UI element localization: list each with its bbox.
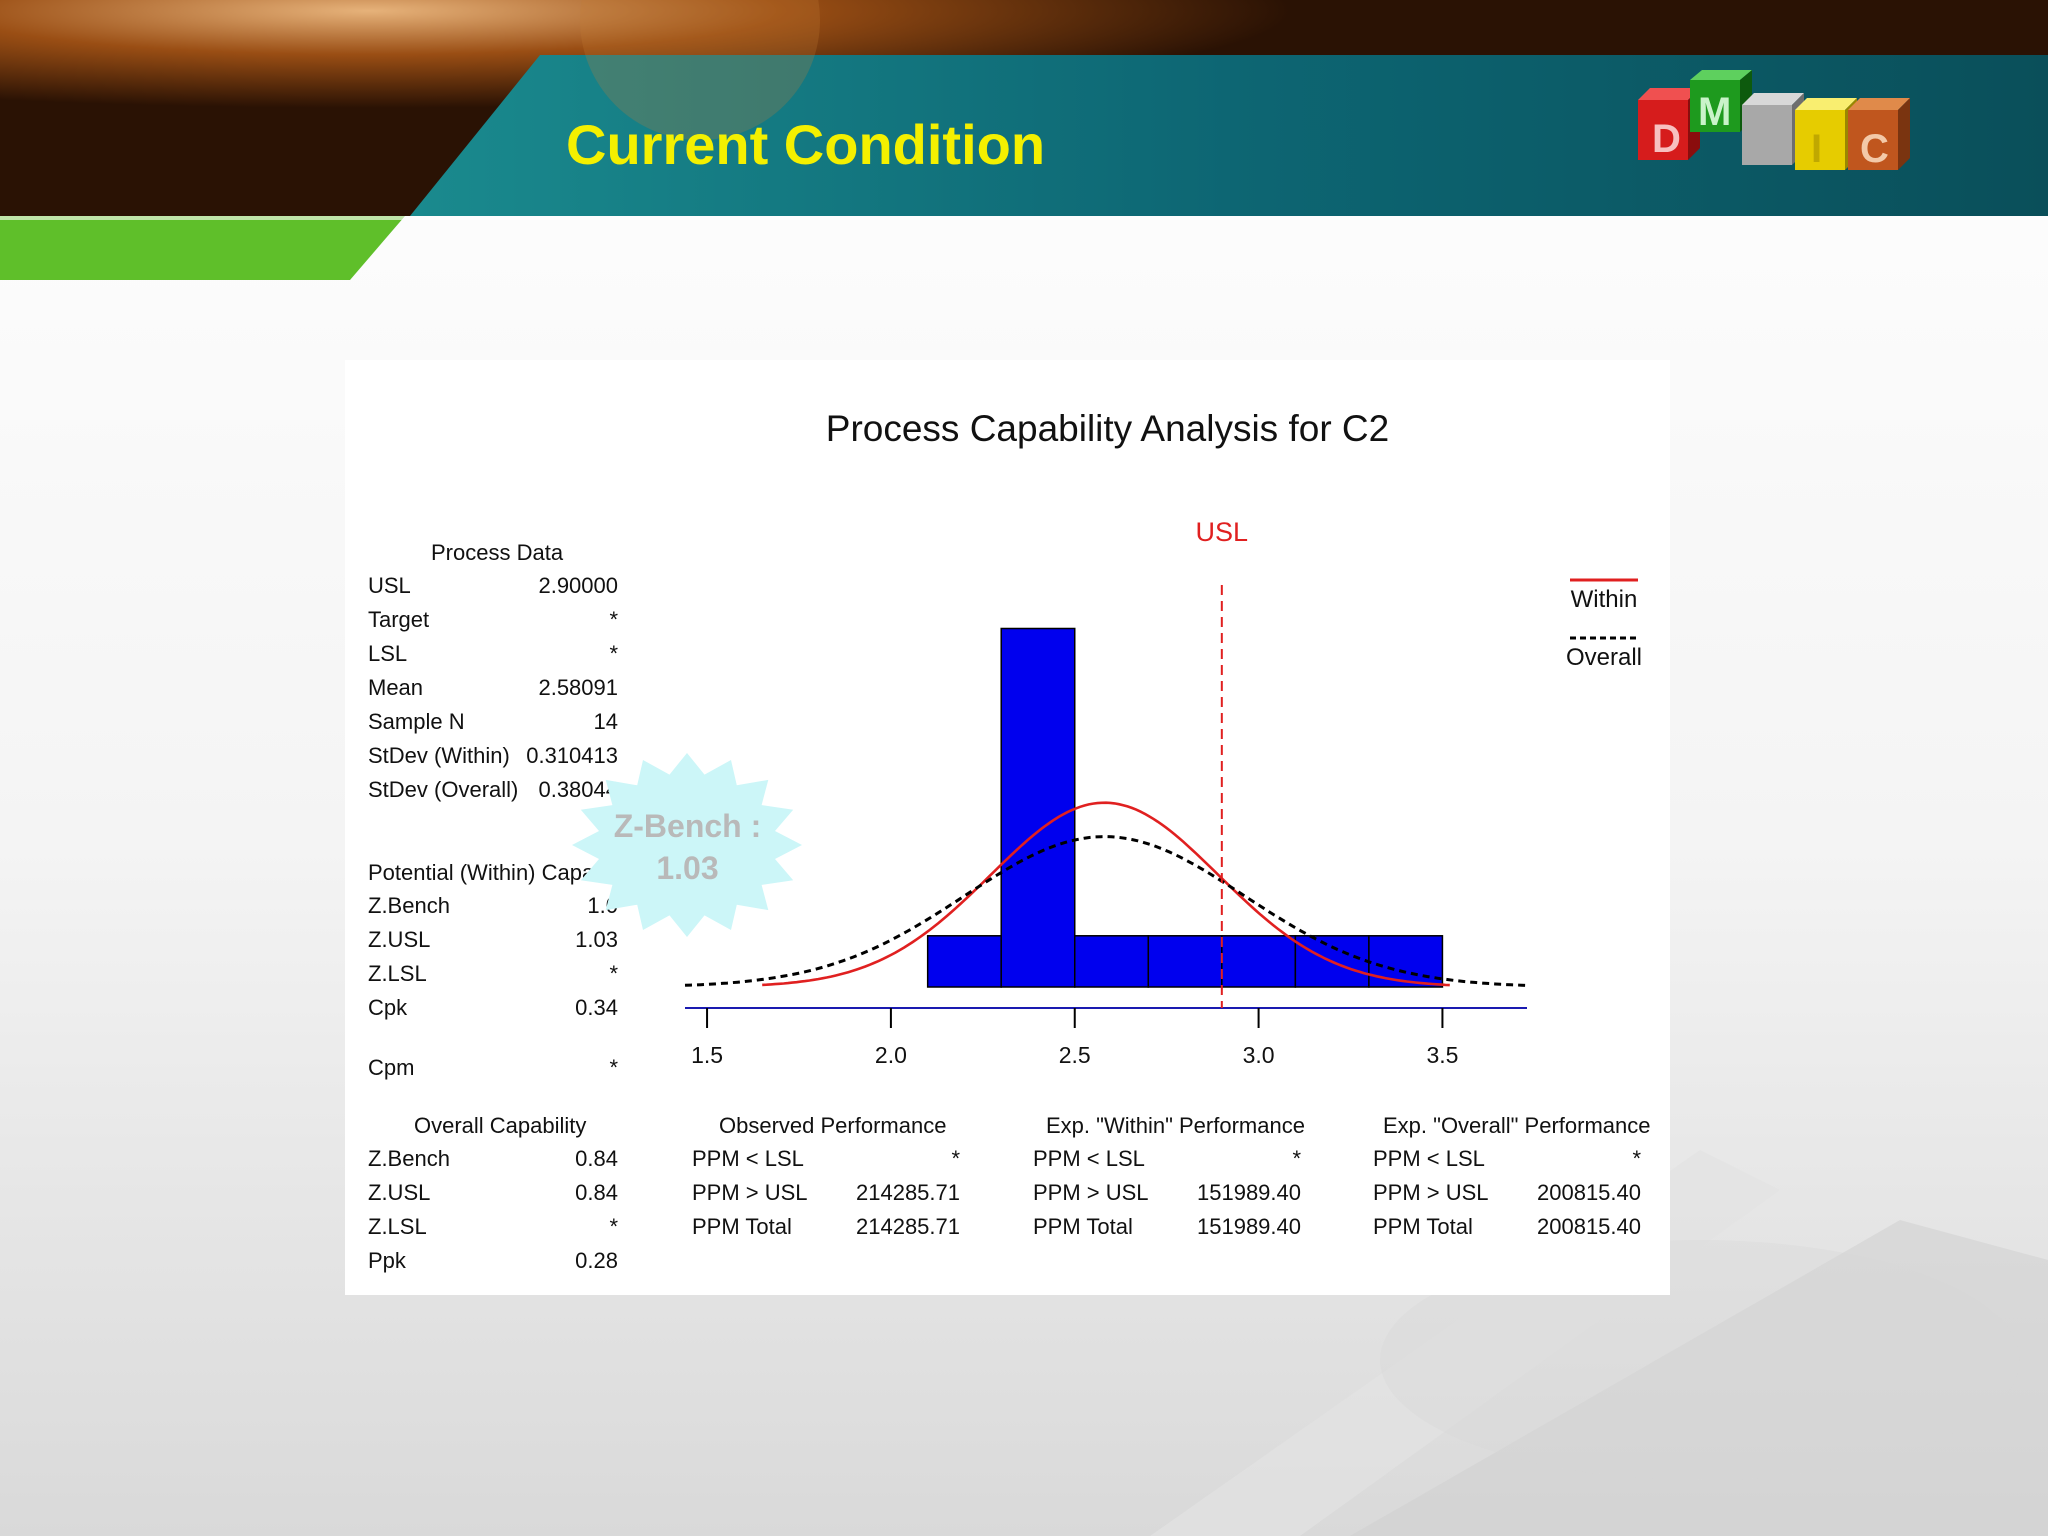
process_data-value: 14 xyxy=(593,709,618,734)
zbench-callout-line1: Z-Bench : xyxy=(613,808,762,844)
logo-letter-i: I xyxy=(1811,127,1822,171)
exp_overall_performance-row: PPM < LSL * xyxy=(1373,1146,1641,1174)
process_data-row: LSL * xyxy=(368,641,618,669)
observed_performance-row: PPM Total 214285.71 xyxy=(692,1214,960,1242)
process_data-row: USL 2.90000 xyxy=(368,573,618,601)
cube-c: C xyxy=(1848,98,1910,171)
exp_overall_performance-row: PPM > USL 200815.40 xyxy=(1373,1180,1641,1208)
burst-shape xyxy=(572,753,802,937)
process_data-label: LSL xyxy=(368,641,408,666)
exp_overall_performance-label: PPM > USL xyxy=(1373,1180,1489,1205)
overall_capability-label: Z.USL xyxy=(368,1180,431,1205)
process_data-label: StDev (Within) xyxy=(368,743,510,768)
process_data-value: * xyxy=(609,641,618,666)
observed_performance-row: PPM < LSL * xyxy=(692,1146,960,1174)
exp-overall-performance-header: Exp. "Overall" Performance xyxy=(1383,1113,1651,1138)
logo-letter-m: M xyxy=(1698,90,1731,134)
overall_capability-value: 0.84 xyxy=(575,1180,618,1205)
exp_within_performance-row: PPM Total 151989.40 xyxy=(1033,1214,1301,1242)
process_data-value: 2.58091 xyxy=(538,675,618,700)
exp_within_performance-label: PPM > USL xyxy=(1033,1180,1149,1205)
overall_capability-value: 0.28 xyxy=(575,1248,618,1273)
overall_capability-row: Z.LSL * xyxy=(368,1214,618,1242)
exp_within_performance-value: 151989.40 xyxy=(1197,1214,1301,1239)
potential_capability-label: Z.LSL xyxy=(368,961,427,986)
observed_performance-value: 214285.71 xyxy=(856,1180,960,1205)
exp_within_performance-value: 151989.40 xyxy=(1197,1180,1301,1205)
logo-letter-d: D xyxy=(1652,117,1681,161)
overall_capability-value: 0.84 xyxy=(575,1146,618,1171)
logo-letter-c: C xyxy=(1860,127,1889,171)
process_data-row: Mean 2.58091 xyxy=(368,675,618,703)
exp_overall_performance-label: PPM < LSL xyxy=(1373,1146,1485,1171)
exp_within_performance-label: PPM < LSL xyxy=(1033,1146,1145,1171)
cpm-value: * xyxy=(609,1055,618,1080)
zbench-callout-line2: 1.03 xyxy=(656,850,719,886)
overall-capability-header: Overall Capability xyxy=(414,1113,587,1138)
slide-title: Current Condition xyxy=(566,113,1046,176)
potential_capability-label: Cpk xyxy=(368,995,408,1020)
overall_capability-row: Ppk 0.28 xyxy=(368,1248,618,1276)
process-data-header: Process Data xyxy=(431,540,564,565)
potential_capability-row: Cpk 0.34 xyxy=(368,995,618,1023)
exp_overall_performance-value: 200815.40 xyxy=(1537,1180,1641,1205)
potential_capability-value: 1.03 xyxy=(575,927,618,952)
exp_overall_performance-value: * xyxy=(1632,1146,1641,1171)
overall_capability-value: * xyxy=(609,1214,618,1239)
overall_capability-label: Z.Bench xyxy=(368,1146,450,1171)
exp_overall_performance-value: 200815.40 xyxy=(1537,1214,1641,1239)
cpm-row: Cpm * xyxy=(368,1055,618,1083)
process_data-value: * xyxy=(609,607,618,632)
overall_capability-row: Z.USL 0.84 xyxy=(368,1180,618,1208)
exp-within-performance-header: Exp. "Within" Performance xyxy=(1046,1113,1305,1138)
potential_capability-label: Z.USL xyxy=(368,927,431,952)
potential_capability-label: Z.Bench xyxy=(368,893,450,918)
process_data-row: Target * xyxy=(368,607,618,635)
process_data-label: Sample N xyxy=(368,709,465,734)
process_data-row: Sample N 14 xyxy=(368,709,618,737)
process_data-value: 0.310413 xyxy=(526,743,618,768)
process_data-label: Target xyxy=(368,607,430,632)
overall_capability-row: Z.Bench 0.84 xyxy=(368,1146,618,1174)
exp_within_performance-row: PPM < LSL * xyxy=(1033,1146,1301,1174)
overall_capability-label: Ppk xyxy=(368,1248,406,1273)
observed-performance-header: Observed Performance xyxy=(719,1113,947,1138)
zbench-callout-burst xyxy=(572,753,802,937)
observed_performance-label: PPM > USL xyxy=(692,1180,808,1205)
observed_performance-value: 214285.71 xyxy=(856,1214,960,1239)
process_data-label: Mean xyxy=(368,675,424,700)
observed_performance-value: * xyxy=(951,1146,960,1171)
process_data-row: StDev (Within) 0.310413 xyxy=(368,743,618,771)
cpm-label: Cpm xyxy=(368,1055,415,1080)
cube-a xyxy=(1742,93,1804,165)
potential_capability-value: * xyxy=(609,961,618,986)
process_data-value: 0.38044 xyxy=(538,777,618,802)
cube-i: I xyxy=(1795,98,1857,171)
potential_capability-row: Z.USL 1.03 xyxy=(368,927,618,955)
exp_within_performance-label: PPM Total xyxy=(1033,1214,1133,1239)
potential_capability-row: Z.LSL * xyxy=(368,961,618,989)
process_data-label: USL xyxy=(368,573,411,598)
dmaic-logo: D M I C xyxy=(1638,70,1910,171)
exp_within_performance-row: PPM > USL 151989.40 xyxy=(1033,1180,1301,1208)
process_data-row: StDev (Overall) 0.38044 xyxy=(368,777,618,805)
exp_within_performance-value: * xyxy=(1292,1146,1301,1171)
potential_capability-value: 0.34 xyxy=(575,995,618,1020)
observed_performance-label: PPM < LSL xyxy=(692,1146,804,1171)
chart-title: Process Capability Analysis for C2 xyxy=(825,408,1390,449)
zbench-callout-text: Z-Bench : 1.03 xyxy=(570,805,805,889)
process_data-label: StDev (Overall) xyxy=(368,777,519,802)
exp_overall_performance-label: PPM Total xyxy=(1373,1214,1473,1239)
overall_capability-label: Z.LSL xyxy=(368,1214,427,1239)
observed_performance-label: PPM Total xyxy=(692,1214,792,1239)
potential-capability-header: Potential (Within) Capat xyxy=(368,860,601,885)
exp_overall_performance-row: PPM Total 200815.40 xyxy=(1373,1214,1641,1242)
observed_performance-row: PPM > USL 214285.71 xyxy=(692,1180,960,1208)
process_data-value: 2.90000 xyxy=(538,573,618,598)
